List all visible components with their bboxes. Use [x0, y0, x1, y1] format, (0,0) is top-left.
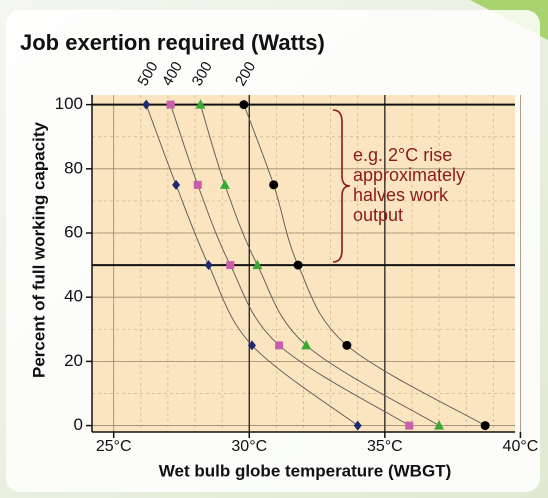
point	[195, 99, 206, 109]
annotation-text: approximately	[353, 165, 465, 185]
x-axis-label: Wet bulb globe temperature (WBGT)	[159, 461, 451, 480]
point	[226, 261, 235, 270]
point	[239, 100, 249, 110]
point	[480, 421, 490, 431]
point	[301, 339, 312, 350]
y-tick-label: 60	[64, 222, 83, 241]
annotation-text: halves work	[353, 185, 449, 205]
y-axis-label: Percent of full working capacity	[29, 121, 48, 378]
y-tick-label: 80	[64, 158, 83, 177]
point	[342, 340, 352, 350]
point	[193, 180, 202, 189]
x-tick-label: 25°C	[96, 438, 132, 455]
y-tick-label: 0	[74, 415, 83, 434]
point	[166, 100, 175, 109]
brace	[332, 109, 351, 263]
annotation-text: output	[353, 205, 403, 225]
x-tick-label: 30°C	[231, 438, 267, 455]
annotation-text: e.g. 2°C rise	[353, 145, 452, 165]
point	[252, 259, 263, 270]
series-line	[170, 104, 410, 426]
point	[434, 420, 445, 430]
point	[293, 260, 303, 270]
y-tick-label: 100	[55, 94, 83, 113]
y-tick-label: 40	[64, 287, 83, 306]
point	[405, 421, 414, 430]
point	[142, 99, 151, 110]
point	[204, 260, 213, 271]
point	[353, 420, 362, 431]
point	[219, 179, 230, 189]
series-line	[200, 104, 440, 426]
x-tick-label: 35°C	[367, 438, 403, 455]
chart-title: Job exertion required (Watts)	[20, 30, 325, 55]
x-tick-label: 40°C	[503, 438, 539, 455]
y-tick-label: 20	[64, 351, 83, 370]
point	[247, 340, 256, 351]
point	[275, 341, 284, 350]
point	[172, 179, 181, 190]
point	[269, 180, 279, 190]
